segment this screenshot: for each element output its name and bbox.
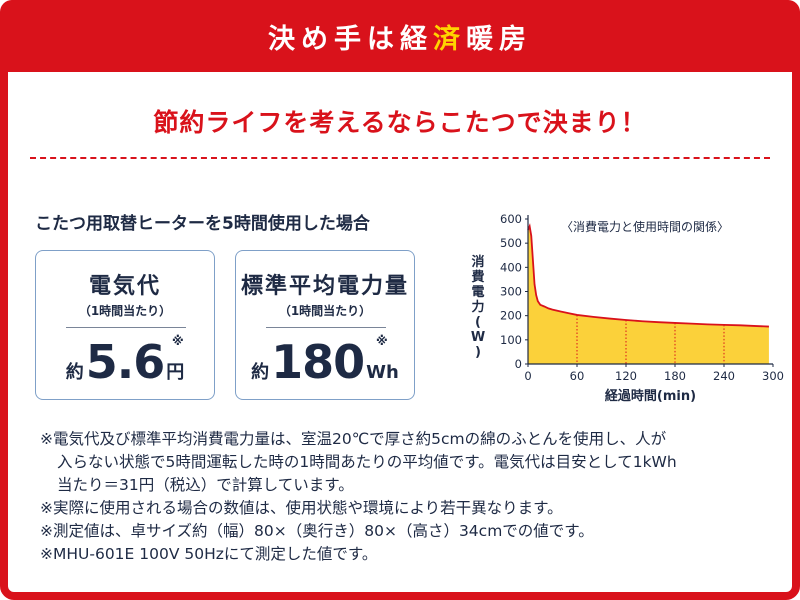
footnote-line: ※MHU-601E 100V 50Hzにて測定した値です。: [40, 545, 378, 563]
footnote-line: ※実際に使用される場合の数値は、使用状態や環境により若干異なります。: [40, 499, 563, 517]
case-title: こたつ用取替ヒーターを5時間使用した場合: [35, 214, 370, 234]
note-mark: ※: [376, 334, 388, 348]
value-prefix: 約: [251, 362, 270, 383]
dashed-divider: [30, 157, 770, 159]
note-mark: ※: [172, 334, 184, 348]
series-line: [527, 223, 769, 328]
x-tick-label: 120: [615, 369, 637, 383]
y-tick-label: 400: [500, 260, 522, 274]
chart-title: 〈消費電力と使用時間の関係〉: [561, 219, 729, 234]
card-title: 電気代: [88, 274, 161, 299]
footnotes: ※電気代及び標準平均消費電力量は、室温20℃で厚さ約5cmの綿のふとんを使用し、…: [40, 428, 780, 566]
series-area: [528, 226, 769, 364]
value-prefix: 約: [65, 362, 84, 383]
card-value: 約 5.6 円: [36, 331, 214, 393]
y-tick-label: 600: [500, 212, 522, 226]
card-subtitle: （1時間当たり）: [278, 304, 372, 318]
value-unit: 円: [166, 362, 185, 383]
banner-title: 決め手は経済暖房: [268, 17, 532, 56]
x-tick-label: 300: [762, 369, 784, 383]
footnote-line: ※測定値は、卓サイズ約（幅）80×（奥行き）80×（高さ）34cmでの値です。: [40, 522, 594, 540]
y-tick-label: 100: [500, 333, 522, 347]
y-tick-label: 0: [515, 357, 522, 371]
y-tick-label: 200: [500, 309, 522, 323]
header-banner: 決め手は経済暖房: [0, 0, 800, 72]
footnote-line: 入らない状態で5時間運転した時の1時間あたりの平均値です。電気代は目安として1k…: [57, 453, 677, 471]
value-number: 180: [271, 335, 365, 389]
footnote-line: 当たり＝31円（税込）で計算しています。: [57, 476, 354, 494]
card-subtitle: （1時間当たり）: [78, 304, 172, 318]
x-tick-label: 60: [570, 369, 585, 383]
card-value: 約 180 Wh: [236, 331, 414, 393]
x-tick-label: 180: [664, 369, 686, 383]
card-divider: [66, 327, 186, 328]
y-tick-label: 500: [500, 236, 522, 250]
power-consumption-chart: 0 100 200 300 400 500 600 0 60 120 180 240 300 〈消費電力と…: [471, 212, 784, 404]
value-number: 5.6: [85, 335, 165, 389]
x-axis-label: 経過時間(min): [605, 388, 696, 404]
y-tick-label: 300: [500, 285, 522, 299]
value-unit: Wh: [366, 362, 399, 383]
x-tick-label: 240: [713, 369, 735, 383]
catchphrase: 節約ライフを考えるならこたつで決まり！: [153, 108, 647, 137]
banner-title-part1: 決め手は経: [268, 23, 433, 55]
electricity-cost-card: 電気代 （1時間当たり） 約 5.6 円 ※: [35, 250, 215, 400]
card-title: 標準平均電力量: [240, 274, 409, 299]
y-axis-label: 消費電力(W): [471, 254, 485, 360]
card-divider: [266, 327, 386, 328]
x-tick-label: 0: [524, 369, 531, 383]
footnote-line: ※電気代及び標準平均消費電力量は、室温20℃で厚さ約5cmの綿のふとんを使用し、…: [40, 430, 667, 448]
average-energy-card: 標準平均電力量 （1時間当たり） 約 180 Wh ※: [235, 250, 415, 400]
banner-title-accent: 済: [433, 23, 466, 55]
banner-title-part2: 暖房: [466, 23, 532, 55]
